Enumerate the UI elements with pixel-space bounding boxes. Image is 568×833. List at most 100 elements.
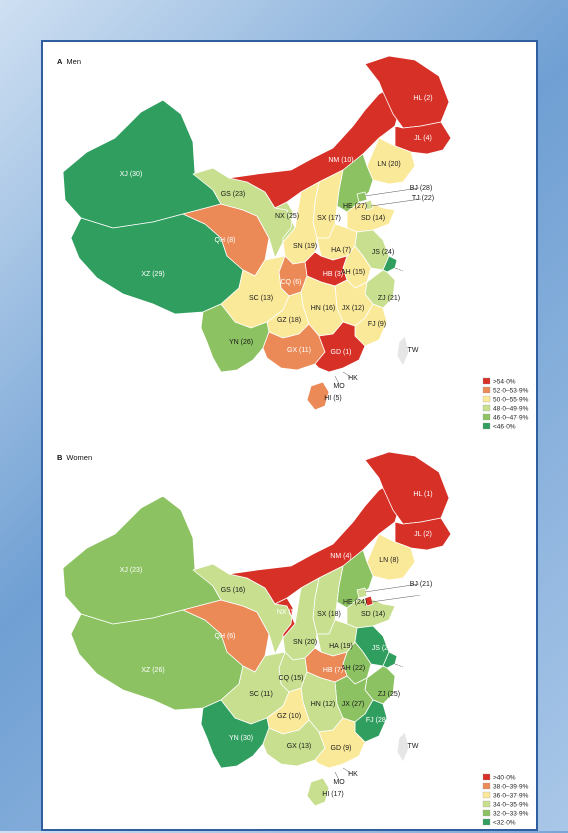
legend-swatch — [482, 800, 491, 808]
province-hi — [306, 777, 330, 807]
province-label-hn: HN (16) — [311, 305, 336, 312]
leader-tj — [370, 594, 422, 603]
province-label-jx: JX (12) — [342, 305, 365, 312]
legend-swatch — [482, 422, 491, 430]
province-label-ha: HA (7) — [331, 247, 351, 254]
province-label-jl: JL (4) — [414, 135, 432, 142]
panel-letter: B — [57, 453, 63, 462]
province-label-zj: ZJ (21) — [378, 295, 400, 302]
province-label-xj: XJ (30) — [120, 171, 143, 178]
panel-title: A Men — [57, 57, 81, 66]
province-label-xj: XJ (23) — [120, 567, 143, 574]
legend-swatch — [482, 782, 491, 790]
legend-swatch — [482, 404, 491, 412]
province-label-sn: SN (19) — [293, 243, 317, 250]
panel-letter: A — [57, 57, 63, 66]
province-bj — [356, 587, 368, 599]
legend-swatch — [482, 818, 491, 826]
leader-bj — [364, 583, 420, 593]
province-label-hn: HN (12) — [311, 701, 336, 708]
province-label-yn: YN (26) — [229, 339, 253, 346]
province-tw — [396, 731, 410, 763]
legend-label: <32·0% — [493, 820, 516, 827]
province-label-jl: JL (2) — [414, 531, 432, 538]
province-label-gz: GZ (18) — [277, 317, 301, 324]
province-label-sc: SC (11) — [249, 691, 273, 698]
province-label-he: HE (24) — [343, 599, 367, 606]
province-sh — [382, 651, 398, 669]
province-label-sh: SH (31) — [393, 269, 417, 276]
province-label-nm: NM (4) — [330, 553, 351, 560]
legend: >40·0% 38·0–39·9% 36·0–37·9% 34·0–35·9% 32·0… — [482, 773, 529, 827]
province-label-sx: SX (18) — [317, 611, 341, 618]
leader-mo — [334, 375, 340, 385]
province-label-hi: HI (5) — [324, 395, 342, 402]
province-label-gx: GX (11) — [287, 347, 311, 354]
china-maps-figure: A Men XJ (30) XZ (29) QH (8) GS (23) NM (10) HL… — [57, 55, 529, 827]
legend-label: 32·0–33·9% — [493, 811, 529, 818]
legend-label: 48·0–49·9% — [493, 406, 529, 413]
province-sh — [382, 255, 398, 273]
province-label-ah: AH (15) — [341, 269, 365, 276]
legend-swatch — [482, 773, 491, 781]
province-bj — [356, 191, 368, 203]
province-label-bj: BJ (28) — [410, 185, 433, 192]
province-label-sd: SD (14) — [361, 611, 385, 618]
leader-sh — [394, 663, 404, 668]
province-label-ah: AH (22) — [341, 665, 365, 672]
province-label-cq: CQ (15) — [279, 675, 304, 682]
province-nx — [274, 201, 296, 243]
province-hi — [306, 381, 330, 411]
province-sn — [282, 181, 320, 265]
legend-label: 34·0–35·9% — [493, 802, 529, 809]
legend: >54·0% 52·0–53·9% 50·0–55·9% 48·0–49·9% 46·0… — [482, 377, 529, 431]
province-label-bj: BJ (21) — [410, 581, 433, 588]
province-label-ln: LN (8) — [379, 557, 398, 564]
legend-label: 46·0–47·9% — [493, 415, 529, 422]
province-label-gx: GX (13) — [287, 743, 312, 750]
province-label-gs: GS (23) — [221, 191, 246, 198]
province-label-fj: FJ (9) — [368, 321, 386, 328]
province-label-qh: QH (6) — [215, 633, 236, 640]
province-label-yn: YN (30) — [229, 735, 253, 742]
province-label-hl: HL (2) — [413, 95, 432, 102]
province-label-jx: JX (27) — [342, 701, 365, 708]
province-tw — [396, 335, 410, 367]
province-tj — [364, 595, 374, 607]
province-label-nx: NX (5) — [277, 609, 297, 616]
leader-sh — [394, 267, 404, 272]
leader-hk — [342, 371, 352, 378]
province-label-js: JS (29) — [372, 645, 395, 652]
panel-title-text: Men — [66, 57, 81, 66]
province-label-sc: SC (13) — [249, 295, 273, 302]
legend-swatch — [482, 413, 491, 421]
legend-label: 50·0–55·9% — [493, 397, 529, 404]
province-yn — [200, 699, 270, 769]
legend-label: >40·0% — [493, 775, 516, 782]
legend-label: <46·0% — [493, 424, 516, 431]
legend-swatch — [482, 386, 491, 394]
province-xj — [62, 495, 222, 625]
province-label-tw: TW — [408, 743, 419, 750]
province-label-qh: QH (8) — [215, 237, 236, 244]
province-label-js: JS (24) — [372, 249, 395, 256]
legend-label: 52·0–53·9% — [493, 388, 529, 395]
legend-label: >54·0% — [493, 379, 516, 386]
legend-swatch — [482, 395, 491, 403]
leader-tj — [370, 198, 422, 207]
province-label-gs: GS (16) — [221, 587, 246, 594]
province-label-fj: FJ (28) — [366, 717, 388, 724]
province-label-gd: GD (9) — [331, 745, 352, 752]
province-label-hb: HB (3) — [323, 271, 343, 278]
province-label-zj: ZJ (25) — [378, 691, 400, 698]
province-label-nx: NX (25) — [275, 213, 299, 220]
panel-title: B Women — [57, 453, 92, 462]
province-label-sh: SH (31) — [393, 665, 417, 672]
province-label-hk: HK — [348, 375, 358, 382]
province-gd — [314, 717, 366, 769]
province-label-hi: HI (17) — [322, 791, 343, 798]
panel-title-text: Women — [66, 453, 92, 462]
leader-hk — [342, 767, 352, 774]
province-label-he: HE (27) — [343, 203, 367, 210]
leader-mo — [334, 771, 340, 781]
